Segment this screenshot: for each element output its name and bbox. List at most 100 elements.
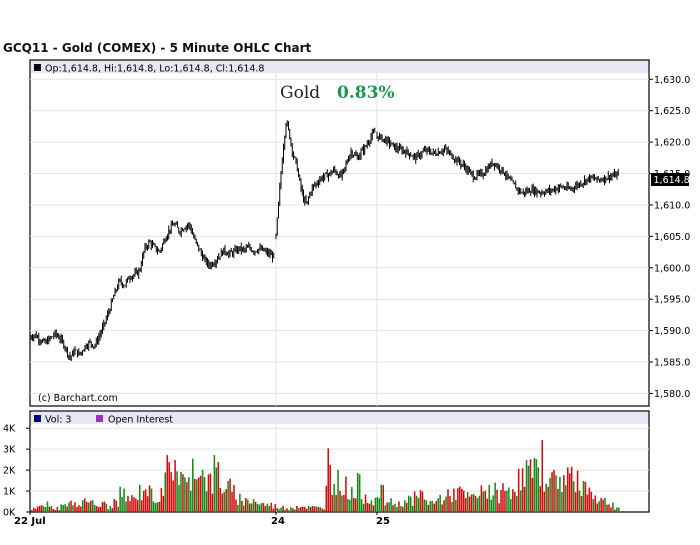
volume-bar [368, 503, 371, 512]
volume-bar [190, 490, 192, 512]
volume-bar [243, 505, 245, 512]
volume-bar [78, 505, 80, 512]
annotation-change: 0.83% [337, 83, 395, 103]
volume-bar [52, 508, 55, 512]
volume-bar [419, 490, 422, 512]
ohlc-legend-bar [31, 61, 648, 73]
volume-bar [307, 505, 310, 512]
volume-bar [162, 495, 165, 512]
volume-bar [229, 478, 231, 512]
volume-bar [56, 506, 59, 512]
volume-bar [354, 498, 357, 512]
volume-bar [351, 487, 353, 512]
volume-bar [178, 484, 180, 512]
volume-bar [60, 504, 63, 512]
volume-bar [199, 475, 202, 512]
volume-bar [95, 506, 98, 512]
volume-bar [460, 488, 463, 512]
volume-bar [150, 488, 153, 512]
volume-bar [313, 506, 316, 512]
volume-bar [154, 503, 157, 512]
ohlc-legend-text: Op:1,614.8, Hi:1,614.8, Lo:1,614.8, Cl:1… [45, 64, 264, 75]
volume-bar [68, 502, 70, 512]
volume-bar [209, 473, 212, 512]
volume-bar [429, 500, 432, 512]
volume-bar [586, 494, 589, 512]
volume-bar [345, 476, 347, 512]
volume-bar [535, 459, 538, 512]
volume-bar [54, 509, 57, 512]
volume-bar [590, 491, 593, 512]
volume-bar [349, 499, 351, 512]
volume-bar [394, 503, 396, 512]
volume-bar [315, 506, 318, 512]
volume-bar [404, 500, 406, 512]
volume-bar [298, 508, 300, 512]
volume-bar [610, 507, 612, 512]
volume-bar [227, 480, 229, 512]
volume-bar [331, 494, 333, 512]
volume-bar [48, 506, 51, 512]
volume-bar [323, 509, 326, 512]
volume-bar [396, 507, 398, 512]
volume-bar [274, 504, 277, 512]
volume-bar [423, 499, 426, 512]
volume-tick-label: 3K [3, 445, 16, 456]
volume-bar [278, 509, 280, 512]
volume-bar [551, 472, 553, 512]
volume-bar [62, 505, 64, 512]
volume-bar [180, 471, 182, 512]
volume-axis: 0K 1K 2K 3K 4K [3, 424, 30, 519]
volume-tick-label: 0K [3, 508, 16, 519]
price-tick-label: 1,585.0 [654, 358, 690, 369]
volume-bar [337, 469, 339, 512]
volume-bar [288, 510, 290, 512]
volume-bar [280, 507, 282, 512]
volume-bar [188, 477, 190, 512]
volume-bar [129, 501, 131, 512]
volume-bar [311, 505, 314, 512]
volume-bar [282, 505, 284, 512]
volume-bar [140, 500, 143, 512]
volume-bar [405, 502, 408, 512]
volume-bar [594, 495, 597, 512]
volume-bar [176, 471, 178, 512]
volume-bar [207, 474, 210, 512]
volume-legend-marker [34, 415, 41, 422]
volume-bar [93, 505, 96, 512]
volume-bar [327, 448, 330, 512]
volume-bar [87, 502, 90, 512]
volume-bar [356, 472, 359, 512]
volume-bar [258, 504, 261, 512]
volume-bar [103, 501, 106, 512]
volume-bar [191, 458, 194, 512]
volume-bar [211, 493, 214, 512]
volume-bar [453, 488, 455, 512]
volume-bar [376, 497, 379, 512]
volume-bar [40, 505, 43, 512]
volume-tick-label: 2K [3, 466, 16, 477]
volume-bar [455, 499, 457, 512]
time-axis: 22 Jul 24 25 [14, 512, 390, 527]
volume-bar [604, 497, 606, 512]
volume-bar [608, 504, 610, 512]
volume-bar [101, 502, 104, 512]
volume-bar [80, 506, 82, 512]
ohlc-legend-marker [34, 64, 41, 71]
volume-bar [380, 484, 383, 512]
open-interest-legend-marker [96, 415, 103, 422]
volume-bar [131, 495, 133, 512]
price-tick-label: 1,620.0 [654, 138, 690, 149]
volume-bar [339, 490, 341, 512]
volume-bar [374, 497, 377, 512]
volume-bar [598, 501, 600, 512]
volume-bar [506, 490, 508, 512]
volume-bar [64, 504, 66, 512]
time-tick-label: 24 [271, 516, 285, 527]
volume-bar [99, 506, 102, 512]
volume-bar [148, 485, 151, 512]
volume-bar [276, 507, 278, 512]
volume-tick-label: 1K [3, 487, 16, 498]
volume-bar [529, 459, 532, 512]
chart-title: GCQ11 - Gold (COMEX) - 5 Minute OHLC Cha… [3, 41, 312, 55]
